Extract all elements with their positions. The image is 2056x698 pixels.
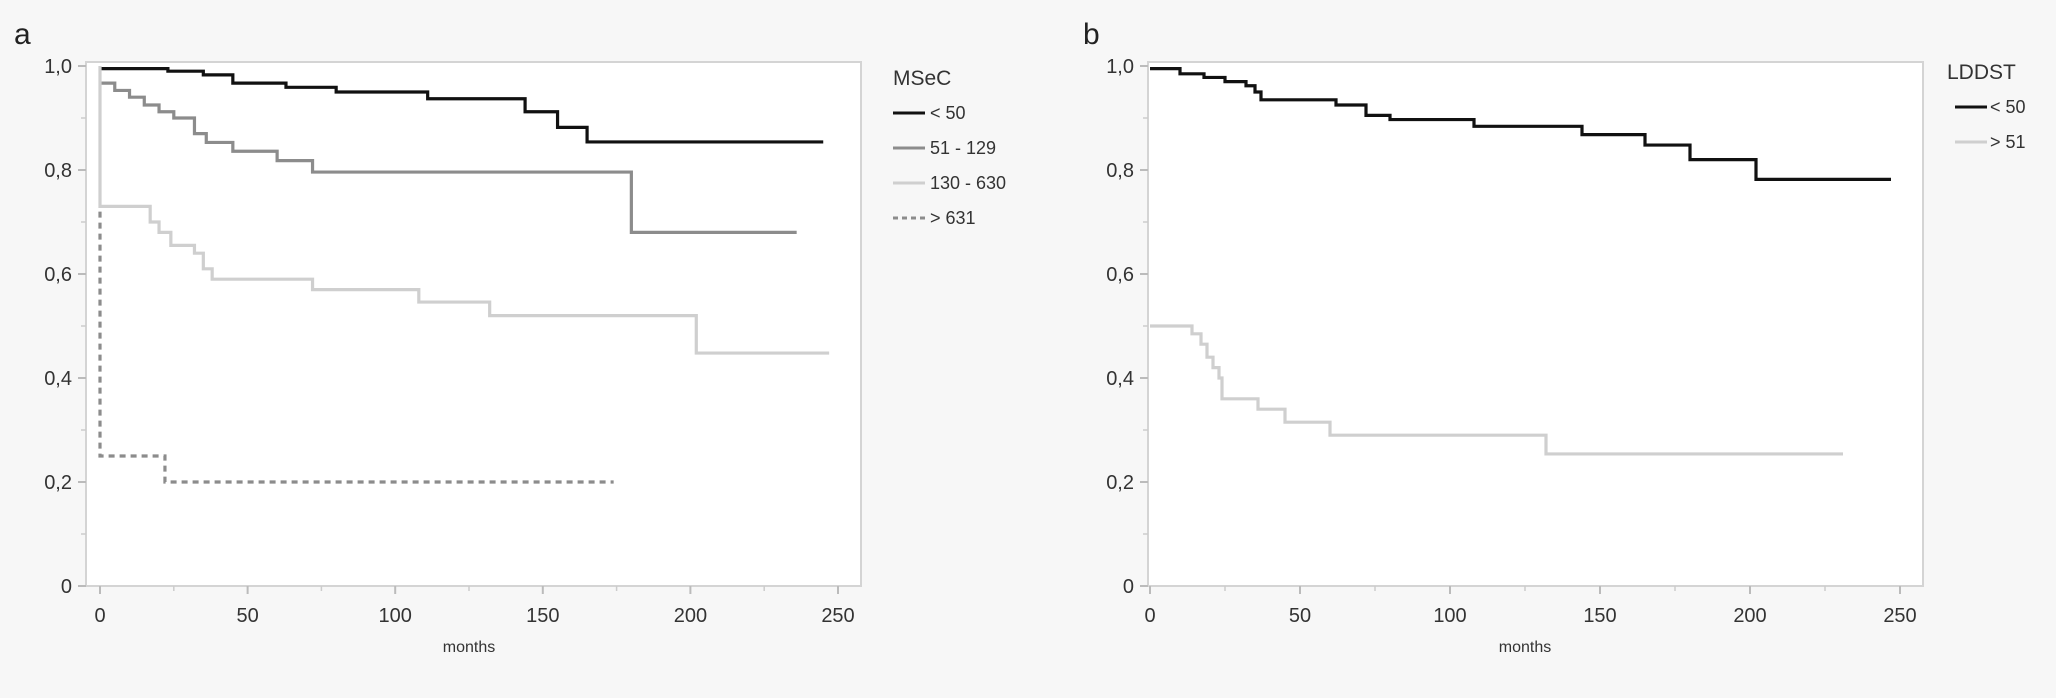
x-tick-label: 50 — [1289, 605, 1311, 627]
series-line-1 — [1150, 324, 1843, 456]
y-tick-label: 0,8 — [44, 160, 72, 182]
x-tick-label: 150 — [1583, 605, 1616, 627]
chart-panel-b: b 0 0,2 0,4 0,6 0,8 1,0 0 50 100 150 200 250 months < … — [1083, 18, 2026, 656]
legend-label-0: < 50 — [930, 103, 966, 123]
y-tick-label: 0,2 — [44, 472, 72, 494]
series-line-1 — [100, 81, 797, 234]
x-tick-label: 0 — [1144, 605, 1155, 627]
y-tick-label: 1,0 — [1106, 56, 1134, 78]
y-tick-label: 0,4 — [1106, 368, 1134, 390]
chart-panel-a: a 0 0,2 0,4 0,6 0,8 1,0 0 50 100 150 200 250 months < … — [14, 18, 1006, 656]
series-line-3 — [98, 211, 614, 484]
x-tick-label: 200 — [1733, 605, 1766, 627]
y-tick-label: 0,4 — [44, 368, 72, 390]
x-tick-label: 100 — [1433, 605, 1466, 627]
y-tick-label: 0,8 — [1106, 160, 1134, 182]
x-tick-label: 100 — [379, 605, 412, 627]
x-tick-label: 150 — [526, 605, 559, 627]
x-tick-label: 200 — [674, 605, 707, 627]
series-line-0 — [1150, 67, 1891, 181]
legend-label-1: > 51 — [1990, 132, 2026, 152]
panel-label: b — [1083, 18, 1100, 51]
legend-label-1: 51 - 129 — [930, 138, 996, 158]
x-tick-label: 250 — [1883, 605, 1916, 627]
plot-area — [1147, 61, 1924, 587]
y-tick-label: 0,6 — [1106, 264, 1134, 286]
x-tick-label: 250 — [821, 605, 854, 627]
series-line-0 — [100, 67, 824, 144]
legend-title: MSeC — [893, 67, 951, 90]
legend-label-3: > 631 — [930, 208, 976, 228]
y-tick-label: 0,6 — [44, 264, 72, 286]
x-axis-title: months — [443, 639, 495, 656]
series-line-2 — [98, 66, 830, 355]
panel-label: a — [14, 18, 31, 51]
legend-title: LDDST — [1947, 61, 2016, 84]
y-tick-label: 0,2 — [1106, 472, 1134, 494]
legend-label-2: 130 - 630 — [930, 173, 1006, 193]
plot-area — [85, 61, 862, 587]
x-tick-label: 0 — [94, 605, 105, 627]
legend-label-0: < 50 — [1990, 97, 2026, 117]
x-tick-label: 50 — [236, 605, 258, 627]
x-axis-title: months — [1499, 639, 1551, 656]
y-tick-label: 1,0 — [44, 56, 72, 78]
y-tick-label: 0 — [1123, 576, 1134, 598]
y-tick-label: 0 — [61, 576, 72, 598]
